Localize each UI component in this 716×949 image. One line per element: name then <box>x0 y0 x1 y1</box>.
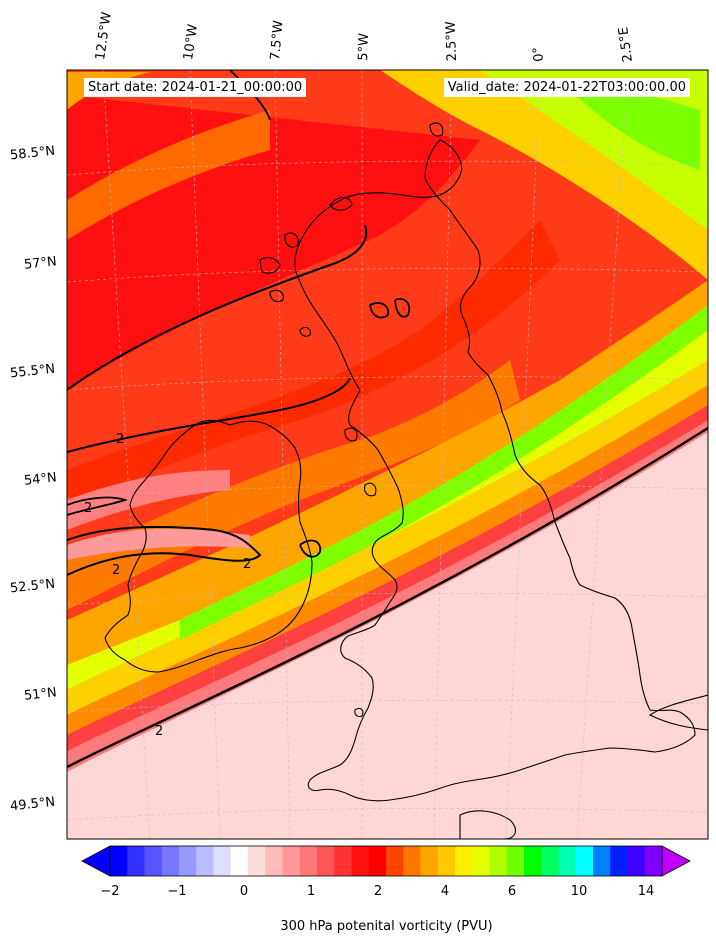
colorbar-swatch <box>230 846 249 876</box>
graticule <box>67 70 708 839</box>
lon-label: 0° <box>530 46 547 63</box>
colorbar-under-arrow <box>81 845 111 877</box>
colorbar <box>81 845 691 877</box>
colorbar-swatch <box>334 846 352 876</box>
colorbar-swatch <box>127 846 145 876</box>
colorbar-swatch <box>179 846 197 876</box>
colorbar-swatch <box>403 846 421 876</box>
colorbar-swatch <box>144 846 163 876</box>
colorbar-swatch <box>161 846 180 876</box>
colorbar-swatch <box>610 846 628 876</box>
colorbar-frame <box>109 845 663 877</box>
colorbar-title: 300 hPa potenital vorticity (PVU) <box>280 919 493 934</box>
contour-label: 2 <box>84 501 92 516</box>
colorbar-swatch <box>593 846 611 876</box>
colorbar-tick: 1 <box>306 884 316 899</box>
colorbar-swatch <box>110 846 128 876</box>
colorbar-swatch <box>558 846 577 876</box>
colorbar-swatch <box>455 846 473 876</box>
colorbar-swatch <box>506 846 525 876</box>
contour-label: 2 <box>112 563 120 578</box>
colorbar-swatch <box>420 846 439 876</box>
colorbar-tick: 14 <box>637 884 655 899</box>
contour-label: 2 <box>243 557 251 572</box>
lon-label: 2.5°W <box>443 20 460 62</box>
colorbar-swatch <box>282 846 301 876</box>
contour-label: 2 <box>155 724 163 739</box>
colorbar-swatch <box>317 846 335 876</box>
contour-labels: 2 2 2 2 2 <box>84 432 251 739</box>
colorbar-tick: 10 <box>570 884 588 899</box>
colorbar-swatch <box>196 846 214 876</box>
colorbar-tick: 4 <box>440 884 450 899</box>
pv-field <box>67 70 708 839</box>
colorbar-swatch <box>644 846 663 876</box>
colorbar-tick: 6 <box>507 884 517 899</box>
map-frame <box>66 69 709 840</box>
colorbar-swatch <box>351 846 370 876</box>
colorbar-over-arrow <box>661 845 691 877</box>
colorbar-swatch <box>213 846 232 876</box>
valid-date-label: Valid_date: 2024-01-22T03:00:00.00 <box>443 78 690 97</box>
colorbar-tick: −2 <box>100 884 120 899</box>
colorbar-tick: 0 <box>239 884 249 899</box>
colorbar-swatch <box>437 846 456 876</box>
colorbar-swatch <box>265 846 283 876</box>
colorbar-swatch <box>489 846 508 876</box>
colorbar-swatch <box>541 846 559 876</box>
colorbar-tick: 2 <box>373 884 383 899</box>
colorbar-tick: −1 <box>167 884 187 899</box>
contour-label: 2 <box>116 432 124 447</box>
colorbar-swatch <box>524 846 542 876</box>
colorbar-swatch <box>299 846 318 876</box>
colorbar-swatch <box>472 846 490 876</box>
lon-label: 5°W <box>356 32 372 61</box>
colorbar-swatch <box>627 846 646 876</box>
start-date-label: Start date: 2024-01-21_00:00:00 <box>84 78 307 97</box>
colorbar-swatch <box>248 846 266 876</box>
pv-2-contours <box>67 70 708 769</box>
colorbar-swatch <box>386 846 404 876</box>
colorbar-swatch <box>368 846 387 876</box>
colorbar-swatch <box>575 846 594 876</box>
